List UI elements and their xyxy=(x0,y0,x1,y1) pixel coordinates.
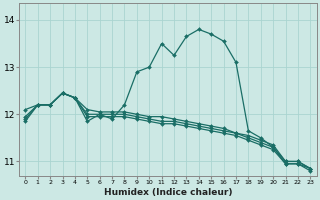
X-axis label: Humidex (Indice chaleur): Humidex (Indice chaleur) xyxy=(104,188,232,197)
